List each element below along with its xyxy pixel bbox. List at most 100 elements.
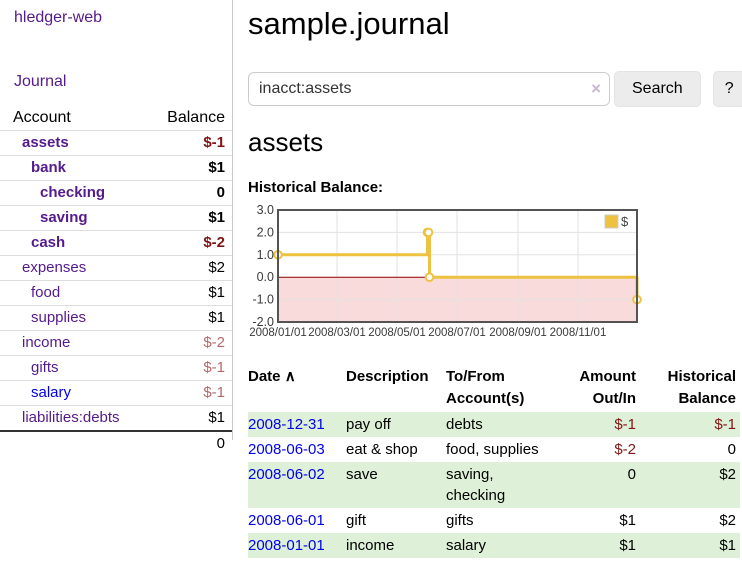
transaction-date-link[interactable]: 2008-06-02 (248, 465, 325, 483)
y-axis-tick-label: 3.0 (257, 205, 274, 217)
app-brand-link[interactable]: hledger-web (14, 9, 103, 26)
account-name-cell: cash (0, 231, 150, 256)
y-axis-tick-label: -1.0 (252, 292, 274, 306)
account-balance: $-2 (203, 334, 225, 351)
register-header-balance: Historical Balance (640, 364, 740, 412)
help-button[interactable]: ? (712, 70, 742, 107)
x-axis-tick-label: 2008/05/01 (368, 327, 426, 339)
amount-header-line2: Out/In (592, 389, 636, 407)
account-link[interactable]: salary (31, 384, 72, 401)
transaction-date-link[interactable]: 2008-01-01 (248, 536, 325, 554)
x-axis-tick-label: 2008/01/01 (249, 327, 307, 339)
register-header-description: Description (346, 364, 446, 412)
account-row: food $1 (0, 280, 232, 306)
account-balance: $1 (208, 309, 225, 326)
y-axis-tick-label: -2.0 (252, 315, 274, 329)
data-point-marker (424, 271, 435, 282)
x-axis-tick-label: 2008/11/01 (550, 327, 607, 339)
account-link[interactable]: gifts (31, 359, 59, 376)
account-row: liabilities:debts $1 (0, 405, 232, 432)
search-input[interactable] (248, 71, 610, 106)
transaction-date-cell: 2008-06-02 (248, 462, 346, 508)
clear-search-icon[interactable]: × (591, 78, 601, 98)
search-button[interactable]: Search (614, 70, 701, 107)
register-row: 2008-01-01 income salary $1 $1 (248, 532, 740, 558)
transaction-amount: 0 (627, 465, 636, 483)
date-header-label: Date (248, 367, 281, 385)
transaction-balance: $1 (719, 536, 736, 554)
data-point-marker (423, 227, 434, 237)
account-name-cell: liabilities:debts (0, 406, 150, 432)
account-balance: $1 (208, 209, 225, 226)
x-axis-tick-label: 2008/07/01 (428, 327, 486, 339)
transaction-date-link[interactable]: 2008-06-03 (248, 440, 325, 458)
balance-header-line1: Historical (667, 367, 736, 385)
transaction-amount: $-1 (614, 415, 636, 433)
account-link[interactable]: checking (40, 184, 106, 201)
account-link[interactable]: liabilities:debts (22, 409, 120, 426)
account-row: checking 0 (0, 180, 232, 206)
transaction-accounts: food, supplies (446, 440, 539, 458)
register-header-date[interactable]: Date ∧ (248, 364, 346, 412)
x-axis-tick-label: 2008/09/01 (489, 327, 547, 339)
page-title: sample.journal (248, 6, 450, 41)
account-name-cell: salary (0, 381, 150, 406)
account-balance: $-2 (203, 234, 225, 251)
register-header-accounts: To/From Account(s) (446, 364, 558, 412)
register-header-row: Date ∧ Description To/From Account(s) Am… (248, 364, 740, 412)
account-balance: $-1 (203, 359, 225, 376)
account-balance: $1 (208, 284, 225, 301)
transaction-date-link[interactable]: 2008-06-01 (248, 511, 325, 529)
account-link[interactable]: cash (31, 234, 66, 251)
accounts-table: Account Balance assets $-1 bank $1 checking 0… (0, 106, 232, 456)
chart-section-label: Historical Balance: (248, 178, 384, 196)
account-balance: $-1 (203, 134, 225, 151)
transaction-date-link[interactable]: 2008-12-31 (248, 415, 325, 433)
transaction-description: gift (346, 511, 367, 529)
transaction-description: pay off (346, 415, 391, 433)
account-link[interactable]: income (22, 334, 71, 351)
y-axis-tick-label: 0.0 (257, 270, 274, 284)
register-row: 2008-12-31 pay off debts $-1 $-1 (248, 411, 740, 437)
y-axis-tick-label: 1.0 (257, 247, 274, 261)
transaction-description: eat & shop (346, 440, 418, 458)
accounts-header-line2: Account(s) (446, 389, 525, 407)
transaction-description: income (346, 536, 395, 554)
transaction-accounts: salary (446, 536, 487, 554)
accounts-total-row: 0 (0, 431, 232, 456)
account-link[interactable]: supplies (31, 309, 87, 326)
transaction-accounts: saving, checking (446, 465, 506, 504)
account-row: bank $1 (0, 155, 232, 181)
account-name-cell: supplies (0, 306, 150, 331)
historical-balance-chart: $3.0 2.0 1.0 0.0 -1.0 -2.0 2008/01/01 2008/03/0… (248, 203, 688, 351)
account-balance: $2 (208, 259, 225, 276)
account-balance: $1 (208, 409, 225, 426)
y-axis-tick-label: 2.0 (257, 225, 274, 239)
transaction-date-cell: 2008-06-03 (248, 437, 346, 462)
sidebar-item-journal[interactable]: Journal (14, 73, 67, 90)
account-link[interactable]: saving (40, 209, 88, 226)
account-row: salary $-1 (0, 380, 232, 406)
accounts-total-spacer (0, 431, 150, 456)
account-link[interactable]: expenses (22, 259, 87, 276)
accounts-header-account: Account (13, 109, 71, 126)
account-row: assets $-1 (0, 130, 232, 156)
account-name-cell: checking (0, 181, 150, 206)
transaction-date-cell: 2008-01-01 (248, 533, 346, 558)
transaction-date-cell: 2008-12-31 (248, 412, 346, 437)
account-link[interactable]: food (31, 284, 61, 301)
account-row: gifts $-1 (0, 355, 232, 381)
transaction-balance: 0 (727, 440, 736, 458)
register-tbody: 2008-12-31 pay off debts $-1 $-1 2008-06-03 ea… (248, 411, 740, 558)
search-form: × Search ? (248, 70, 742, 107)
accounts-tbody: assets $-1 bank $1 checking 0 saving $1 cash $-2 e… (0, 130, 232, 432)
account-balance: $1 (208, 159, 225, 176)
chart-legend: $ (604, 214, 629, 229)
account-heading: assets (248, 126, 324, 157)
account-link[interactable]: bank (31, 159, 67, 176)
sort-ascending-icon: ∧ (284, 367, 296, 385)
account-row: supplies $1 (0, 305, 232, 331)
account-link[interactable]: assets (22, 134, 69, 151)
transaction-balance: $2 (719, 465, 736, 483)
